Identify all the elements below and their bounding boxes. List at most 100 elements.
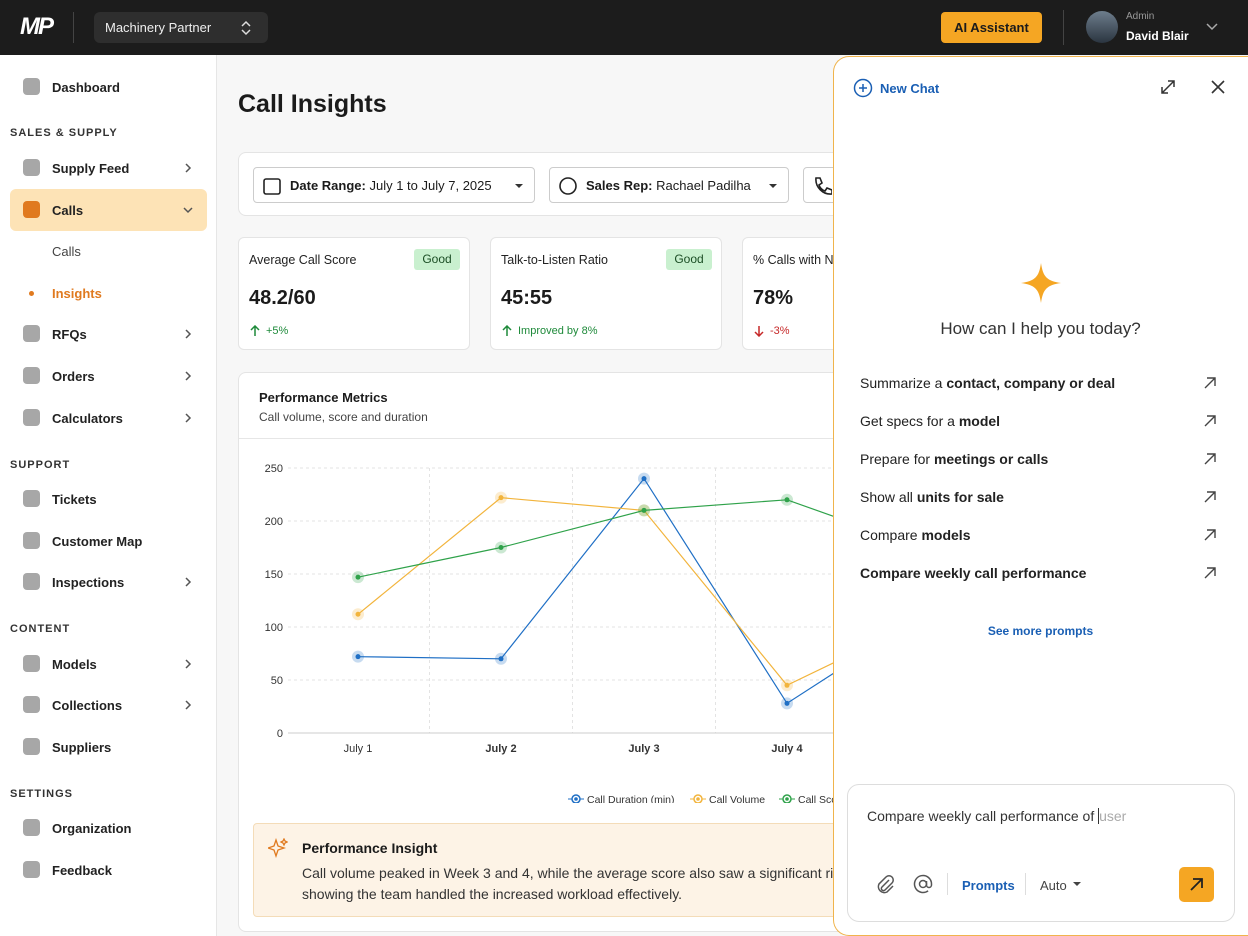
user-menu-icon[interactable] xyxy=(1206,23,1218,31)
arrow-shape xyxy=(1204,529,1216,541)
section-label: CONTENT xyxy=(10,623,71,635)
divider xyxy=(73,12,74,43)
chevron-path xyxy=(185,371,192,381)
data-point xyxy=(784,700,790,706)
new-chat-icon[interactable] xyxy=(853,78,873,98)
see-more-prompts[interactable]: See more prompts xyxy=(987,624,1094,638)
divider xyxy=(1063,10,1064,45)
chevron-path xyxy=(183,207,193,214)
arrow-shape xyxy=(1204,567,1216,579)
prompt-text: Compare weekly call performance xyxy=(860,565,1086,581)
nav-label: Organization xyxy=(52,821,132,836)
mode-select[interactable]: Auto xyxy=(1040,878,1067,893)
prompt[interactable]: Get specs for a model xyxy=(860,411,1220,433)
phone-icon xyxy=(815,177,832,195)
x-tick-label: July 2 xyxy=(485,743,516,755)
input-row: Compare weekly call performance of user xyxy=(867,808,1127,824)
prompt-bold: model xyxy=(958,413,1001,429)
arrow-shape xyxy=(250,325,260,336)
kpi-card: Talk-to-Listen Ratio Good 45:55 Improved by… xyxy=(490,237,722,350)
nav-icon xyxy=(23,409,40,426)
prompt-plain: Get specs for a xyxy=(860,413,959,429)
nav-item[interactable]: Orders xyxy=(10,355,207,397)
prompt[interactable]: Prepare for meetings or calls xyxy=(860,449,1220,471)
chevron xyxy=(185,659,192,669)
nav-item[interactable]: Calls xyxy=(10,189,207,231)
data-point xyxy=(355,611,361,617)
kpi-title: Talk-to-Listen Ratio xyxy=(501,253,608,267)
filter-icon xyxy=(559,177,577,195)
caret xyxy=(515,184,523,188)
line-chart: 0 50 100 150 200 250 July 1 July 2 July 3 July 4 C… xyxy=(265,463,879,803)
nav-item[interactable]: Calculators xyxy=(10,397,207,439)
prompt-arrow xyxy=(1204,377,1216,389)
data-point xyxy=(498,656,504,662)
prompt-plain: Compare xyxy=(860,527,922,543)
insight-text: Call volume peaked in Week 3 and 4, whil… xyxy=(302,865,852,902)
nav-item[interactable]: Organization xyxy=(10,807,207,849)
trend-arrow xyxy=(502,325,512,336)
expand-icon[interactable] xyxy=(1160,79,1176,95)
prompt[interactable]: Compare models xyxy=(860,525,1220,547)
nav-label: Calculators xyxy=(52,411,123,426)
nav-icon xyxy=(23,738,40,755)
avatar[interactable] xyxy=(1086,11,1118,43)
y-tick-label: 100 xyxy=(265,622,283,634)
y-tick-label: 250 xyxy=(265,463,283,475)
nav-item[interactable]: Suppliers xyxy=(10,726,207,768)
icon-shape xyxy=(263,178,281,195)
prompt-bold: models xyxy=(921,527,971,543)
kpi-card: Average Call Score Good 48.2/60 +5% xyxy=(238,237,470,350)
section-label: SETTINGS xyxy=(10,788,74,800)
nav-label: RFQs xyxy=(52,327,87,342)
prompt-bold: units for sale xyxy=(916,489,1004,505)
mode-caret[interactable] xyxy=(1072,881,1082,887)
insight-box: Performance Insight Call volume peaked i… xyxy=(253,823,873,917)
x-tick-label: July 4 xyxy=(771,743,803,755)
nav-item[interactable]: Supply Feed xyxy=(10,147,207,189)
close-icon[interactable] xyxy=(1210,79,1226,95)
ai-assistant-button[interactable]: AI Assistant xyxy=(941,12,1042,43)
divider xyxy=(239,438,879,439)
workspace-switcher[interactable]: Machinery Partner xyxy=(94,12,268,43)
legend-dot xyxy=(574,797,578,801)
prompt[interactable]: Compare weekly call performance xyxy=(860,563,1220,585)
prompts-button[interactable]: Prompts xyxy=(962,878,1015,893)
new-chat[interactable]: New Chat xyxy=(880,81,940,96)
filter[interactable]: Date Range: July 1 to July 7, 2025 xyxy=(253,167,535,203)
kpi-value: 48.2/60 xyxy=(249,287,316,309)
nav-item[interactable]: Collections xyxy=(10,684,207,726)
nav-item[interactable]: Customer Map xyxy=(10,520,207,562)
filter-text: Date Range: July 1 to July 7, 2025 xyxy=(290,178,492,193)
kpi-badge: Good xyxy=(414,249,460,270)
caret xyxy=(769,184,777,188)
nav-item[interactable]: Tickets xyxy=(10,478,207,520)
nav-item[interactable]: Dashboard xyxy=(10,66,207,108)
filter[interactable]: Sales Rep: Rachael Padilha xyxy=(549,167,789,203)
nav-item[interactable]: Inspections xyxy=(10,561,207,603)
chevron-path xyxy=(185,413,192,423)
nav-item[interactable]: Feedback xyxy=(10,849,207,891)
nav-icon xyxy=(23,861,40,878)
kpi-change: Improved by 8% xyxy=(518,325,598,337)
nav-label: Inspections xyxy=(52,575,125,590)
nav-label: Models xyxy=(52,657,97,672)
chat-input[interactable]: Compare weekly call performance of user … xyxy=(847,784,1235,922)
nav-item[interactable]: Models xyxy=(10,643,207,685)
arrow-shape xyxy=(754,326,764,337)
legend-dot xyxy=(696,797,700,801)
prompt[interactable]: Summarize a contact, company or deal xyxy=(860,373,1220,395)
y-tick-label: 150 xyxy=(265,569,283,581)
legend-label: Call Duration (min) xyxy=(587,794,675,803)
send-button[interactable] xyxy=(1179,867,1214,902)
nav-subitem[interactable]: Calls xyxy=(10,231,207,271)
prompt-text: Show all units for sale xyxy=(860,489,1004,505)
nav-subitem[interactable]: Insights xyxy=(10,273,207,313)
legend-label: Call Score xyxy=(798,794,847,803)
mention-icon[interactable] xyxy=(913,874,933,894)
prompt[interactable]: Show all units for sale xyxy=(860,487,1220,509)
attach-icon[interactable] xyxy=(875,874,895,894)
nav-item[interactable]: RFQs xyxy=(10,313,207,355)
logo[interactable]: MP xyxy=(20,13,54,40)
kpi-title: Average Call Score xyxy=(249,253,357,267)
